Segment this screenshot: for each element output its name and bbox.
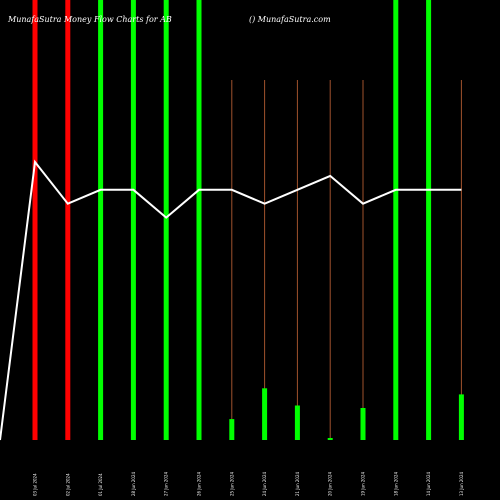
bar-7	[262, 388, 268, 440]
bar-12	[426, 0, 432, 440]
money-flow-line	[0, 159, 462, 441]
x-tick-label-10: 19 Jun 2024	[361, 471, 366, 496]
bar-11	[393, 0, 399, 440]
bar-13	[458, 394, 464, 440]
x-tick-label-1: 02 Jul 2024	[65, 473, 70, 496]
chart-title-left: MunafaSutra Money Flow Charts for AB	[7, 15, 172, 24]
bar-8	[294, 405, 300, 440]
bar-5	[196, 0, 202, 440]
bar-1	[65, 0, 71, 440]
bar-0	[32, 0, 38, 440]
bar-6	[229, 419, 235, 440]
line-layer	[0, 159, 462, 441]
x-tick-label-0: 03 Jul 2024	[33, 473, 38, 496]
x-tick-label-13: 13 Jun 2024	[459, 471, 464, 496]
x-tick-label-7: 24 Jun 2024	[262, 471, 267, 496]
chart-title-right: () MunafaSutra.com	[249, 15, 331, 24]
bars-layer	[32, 0, 464, 440]
bar-2	[98, 0, 104, 440]
x-tick-label-8: 21 Jun 2024	[295, 471, 300, 496]
x-tick-labels: 03 Jul 2024 02 Jul 2024 01 Jul 2024 28 Jun …	[33, 471, 464, 496]
x-tick-label-9: 20 Jun 2024	[328, 471, 333, 496]
bar-4	[163, 0, 169, 440]
x-tick-label-6: 25 Jun 2024	[229, 471, 234, 496]
bar-3	[130, 0, 136, 440]
x-tick-label-2: 01 Jul 2024	[98, 473, 103, 496]
bar-10	[360, 408, 366, 440]
x-tick-label-5: 26 Jun 2024	[197, 471, 202, 496]
x-tick-label-3: 28 Jun 2024	[131, 471, 136, 496]
x-tick-label-4: 27 Jun 2024	[164, 471, 169, 496]
bar-9	[327, 438, 333, 440]
x-tick-label-12: 14 Jun 2024	[426, 471, 431, 496]
x-tick-label-11: 18 Jun 2024	[393, 471, 398, 496]
